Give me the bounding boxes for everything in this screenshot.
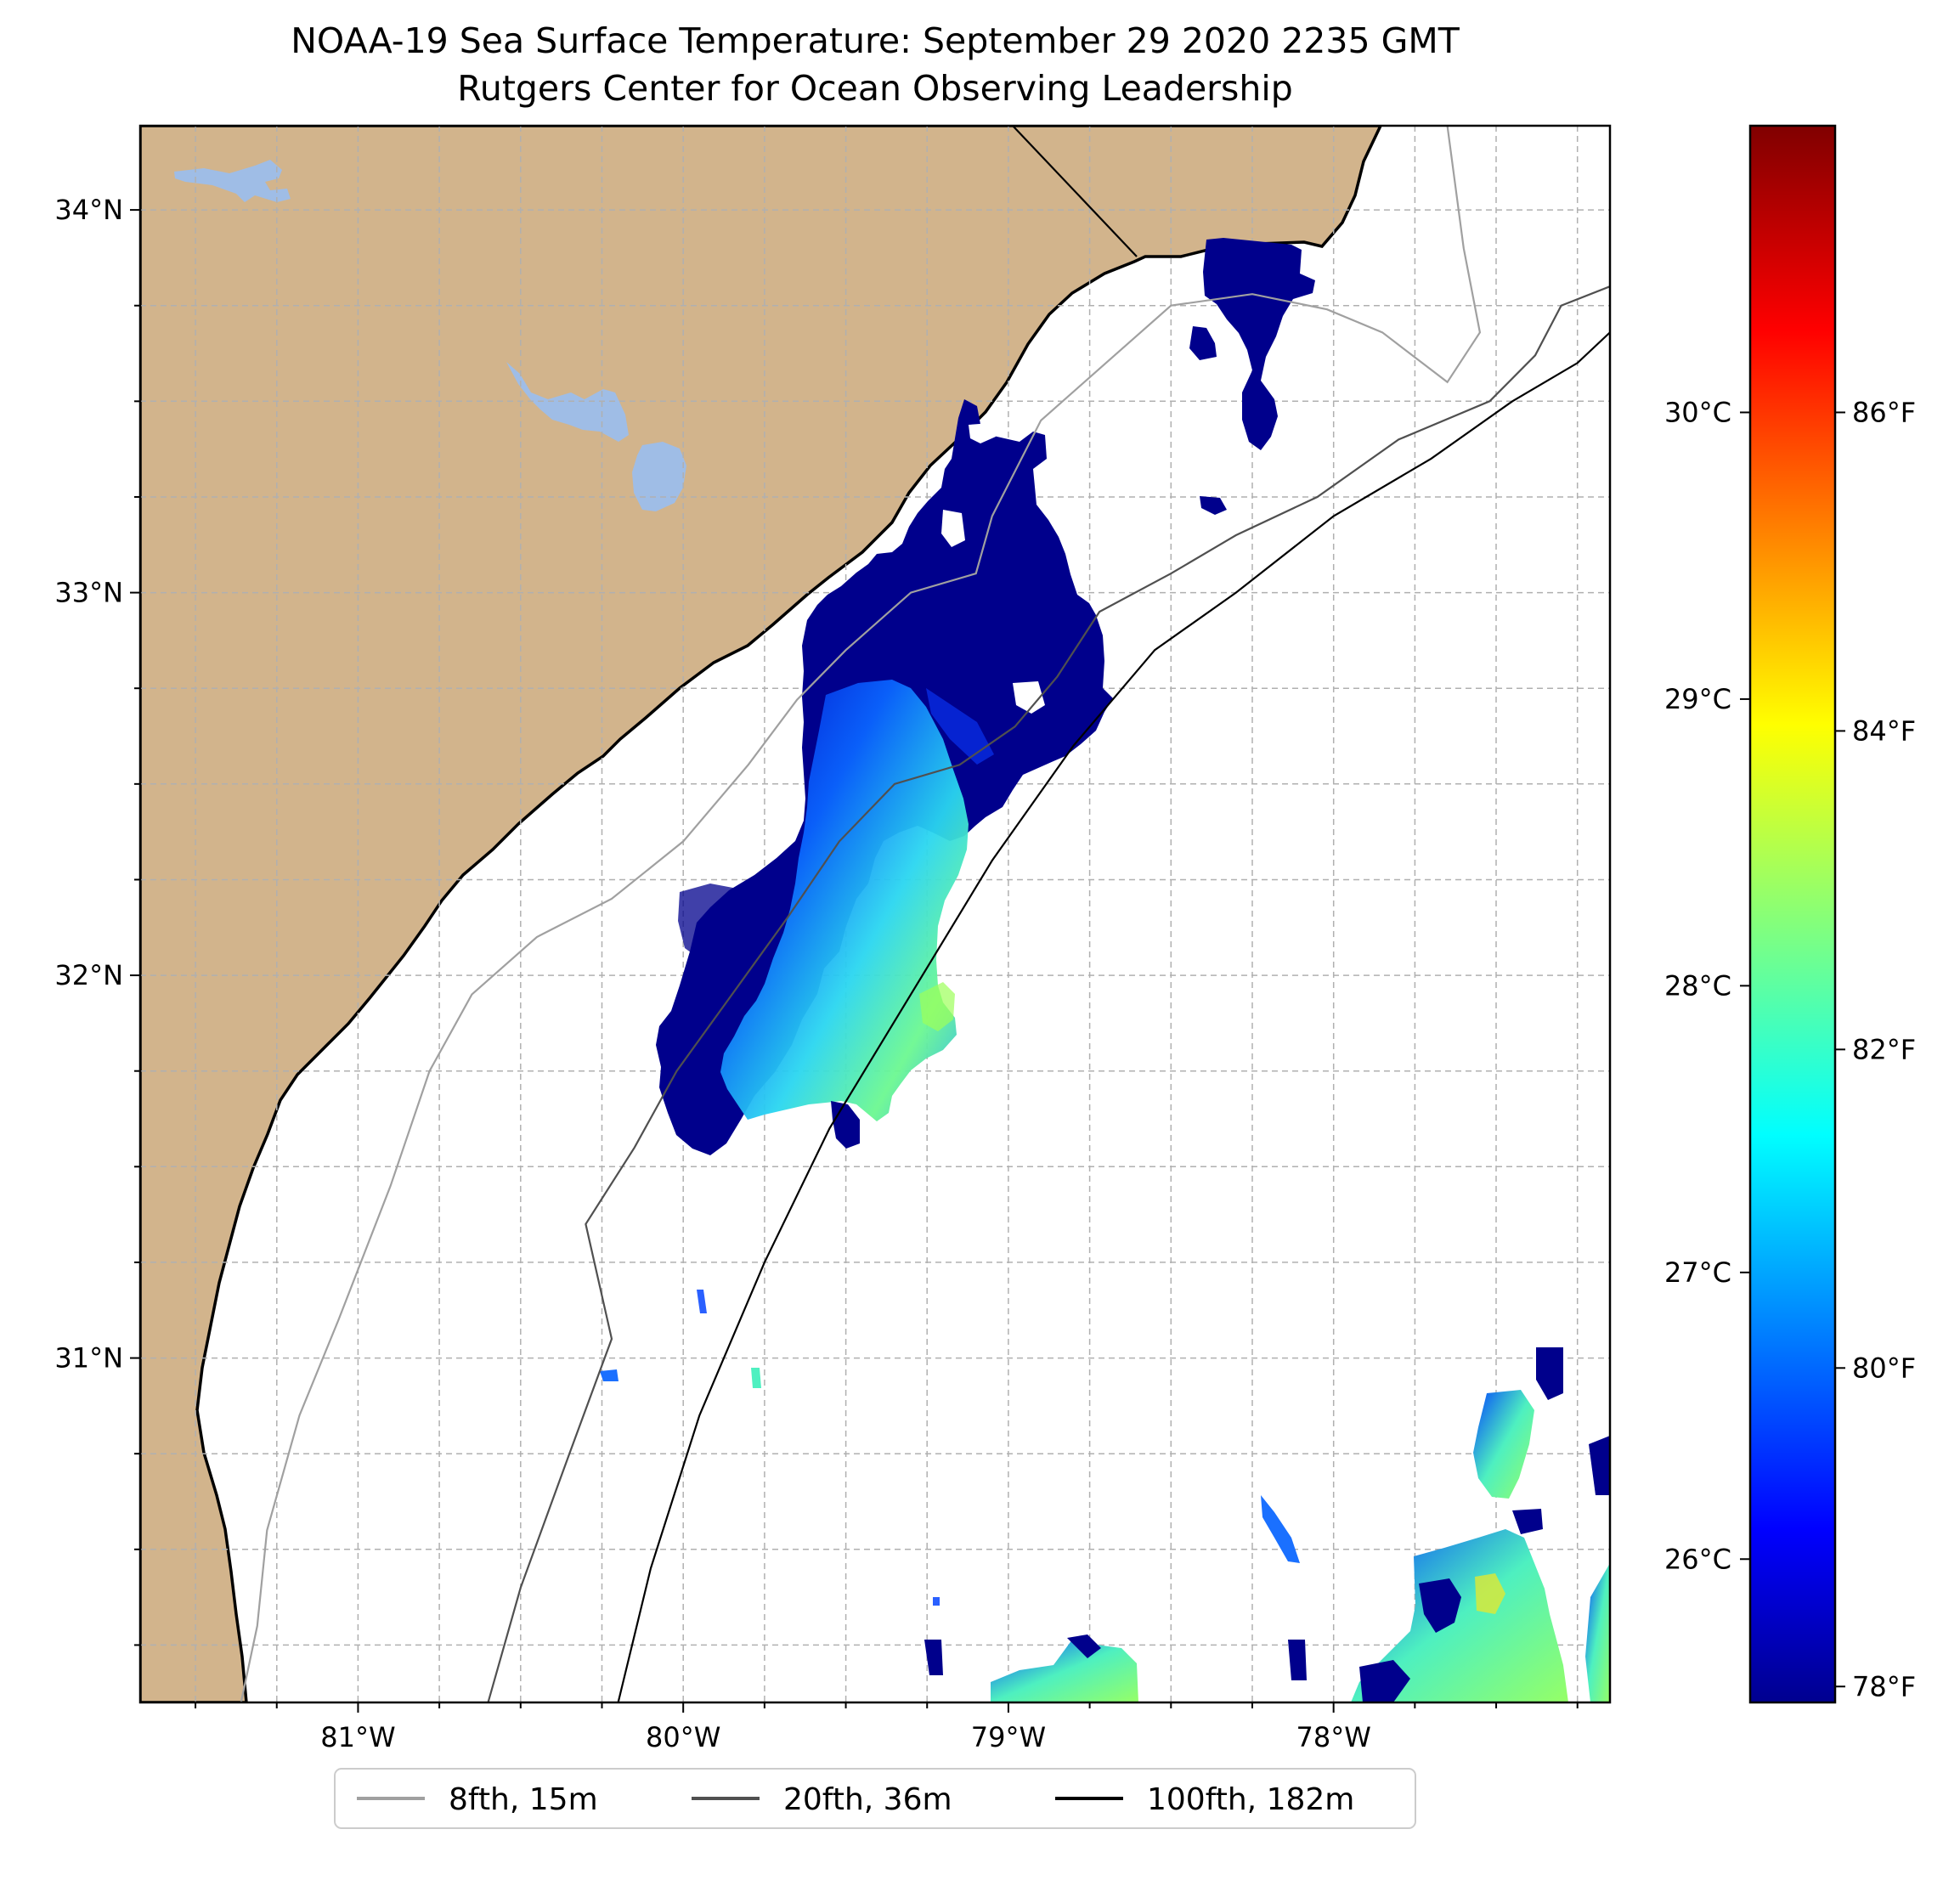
legend-frame	[334, 1768, 1416, 1829]
map-frame	[138, 124, 1612, 1704]
sst-patch-main	[678, 884, 754, 962]
lon-tick-label: 78°W	[1296, 1721, 1370, 1753]
sst-patch-speckle	[600, 1369, 619, 1381]
sst-patch-southeast	[1585, 1563, 1610, 1702]
map-subtitle: Rutgers Center for Ocean Observing Leade…	[457, 68, 1293, 109]
lake	[632, 442, 686, 511]
sst-patch-south	[1067, 1634, 1101, 1658]
lon-tick-label: 81°W	[320, 1721, 395, 1753]
lake	[174, 160, 291, 202]
latitude-axis: 31°N 32°N 33°N 34°N	[54, 194, 140, 1646]
sst-patch-southeast	[1419, 1578, 1461, 1633]
colorbar-fahrenheit-label: 78°F	[1852, 1670, 1916, 1702]
sst-patch-speckle	[697, 1290, 707, 1313]
lat-tick-label: 33°N	[54, 577, 123, 609]
sst-patch-southeast	[1536, 1347, 1563, 1400]
colorbar-fahrenheit-label: 82°F	[1852, 1033, 1916, 1065]
colorbar-celsius-label: 26°C	[1664, 1543, 1731, 1575]
sst-patch-south	[1288, 1640, 1307, 1680]
colorbar-fahrenheit-label: 84°F	[1852, 714, 1916, 747]
land-mass	[140, 126, 1382, 1702]
sst-patch-south	[991, 1640, 1138, 1702]
lon-tick-label: 79°W	[971, 1721, 1046, 1753]
legend-label-100fth: 100fth, 182m	[1147, 1782, 1354, 1817]
sst-data-gap	[1013, 681, 1045, 714]
sst-patch-southeast	[1359, 1660, 1410, 1702]
colorbar-fahrenheit-label: 86°F	[1852, 396, 1916, 428]
lake	[506, 362, 629, 442]
lon-tick-label: 80°W	[646, 1721, 720, 1753]
lat-tick-label: 31°N	[54, 1342, 123, 1375]
colorbar-fahrenheit-label: 80°F	[1852, 1352, 1916, 1384]
sst-patch-north	[1189, 326, 1217, 360]
lat-tick-label: 34°N	[54, 194, 123, 226]
colorbar: 26°C 27°C 28°C 29°C 30°C 78°F 80°F 82°F 84°F 86°…	[1664, 124, 1916, 1704]
colorbar-celsius-label: 29°C	[1664, 683, 1731, 715]
isobath-100fth	[617, 331, 1610, 1702]
sst-patch-southeast	[1475, 1573, 1505, 1614]
sst-patch-southeast	[1589, 1436, 1610, 1495]
colorbar-celsius-ticks: 26°C 27°C 28°C 29°C 30°C	[1664, 396, 1750, 1575]
colorbar-celsius-label: 30°C	[1664, 396, 1731, 428]
lat-tick-label: 32°N	[54, 959, 123, 991]
sst-patch-main	[919, 982, 955, 1031]
state-border	[1012, 126, 1138, 257]
sst-data-gap	[969, 423, 996, 443]
sst-patch-southeast	[1512, 1509, 1543, 1534]
longitude-axis: 81°W 80°W 79°W 78°W	[195, 1702, 1579, 1753]
sst-patch-speckle	[933, 1597, 940, 1606]
sst-patch-main	[926, 688, 994, 765]
sst-patch-north	[1200, 496, 1227, 515]
colorbar-celsius-label: 28°C	[1664, 969, 1731, 1002]
sst-patch-north	[1203, 238, 1315, 450]
colorbar-fahrenheit-ticks: 78°F 80°F 82°F 84°F 86°F	[1835, 396, 1916, 1702]
colorbar-celsius-label: 27°C	[1664, 1256, 1731, 1289]
sst-patch-speckle	[751, 1368, 761, 1388]
map-area	[140, 126, 1610, 1702]
sst-patch-south	[1261, 1495, 1300, 1563]
colorbar-ramp	[1748, 124, 1837, 1704]
map-title: NOAA-19 Sea Surface Temperature: Septemb…	[291, 20, 1460, 61]
isobath-20fth	[487, 285, 1610, 1702]
isobath-legend: 8fth, 15m 20fth, 36m 100fth, 182m	[334, 1768, 1416, 1829]
sst-data-gap	[941, 510, 965, 547]
sst-patch-southeast	[1473, 1390, 1534, 1499]
sst-patch-south	[924, 1640, 943, 1675]
sst-patch-main	[720, 680, 969, 1121]
legend-label-8fth: 8fth, 15m	[449, 1782, 598, 1817]
isobath-8fth	[240, 126, 1482, 1702]
legend-label-20fth: 20fth, 36m	[783, 1782, 952, 1817]
sst-patch-southeast	[1351, 1529, 1568, 1702]
